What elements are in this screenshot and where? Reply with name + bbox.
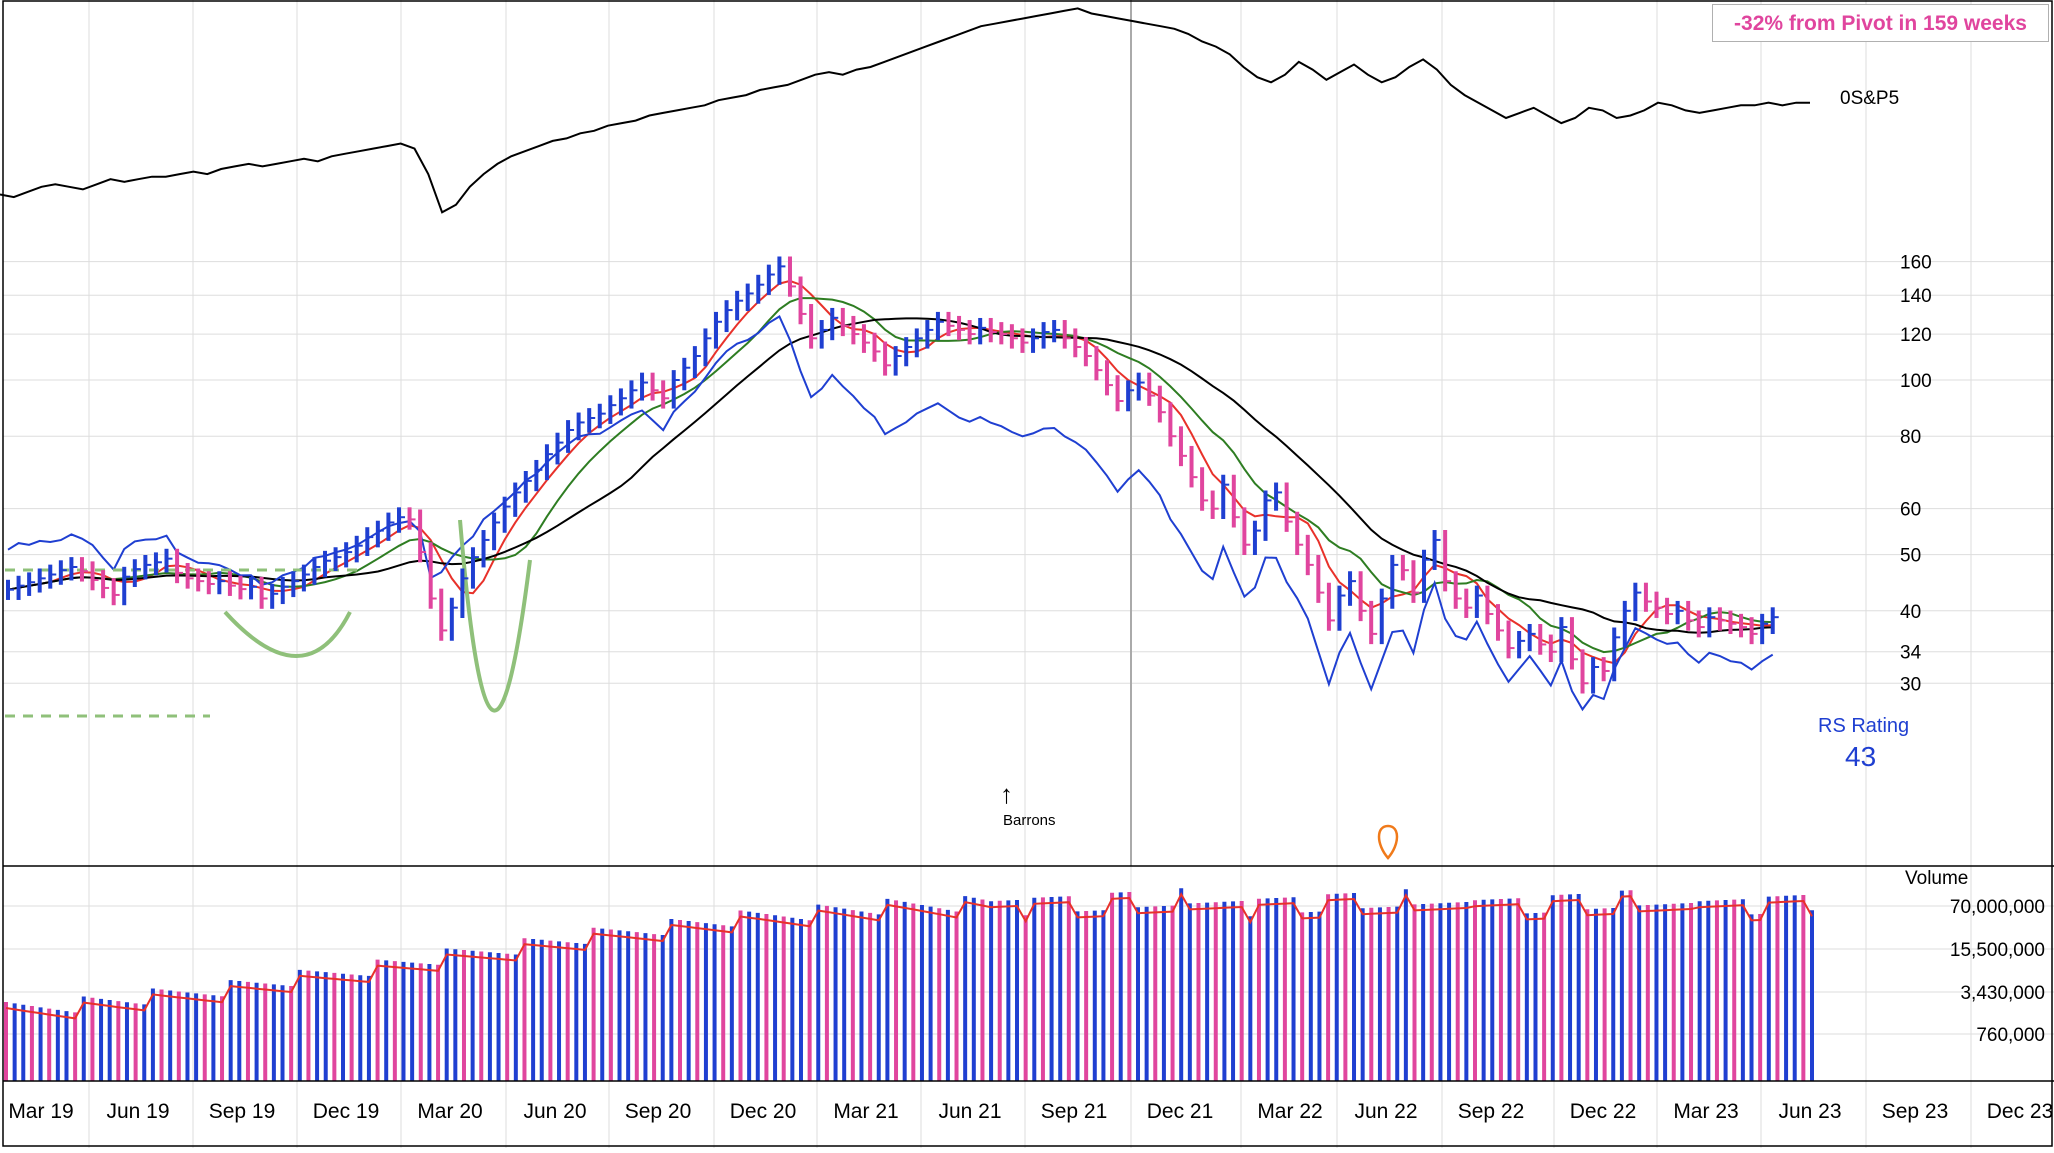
date-tick-label: Sep 20 [625, 1100, 692, 1123]
date-tick-label: Jun 23 [1778, 1100, 1841, 1123]
date-tick-label: Mar 20 [417, 1100, 482, 1123]
index-label: 0S&P5 [1840, 88, 1899, 109]
price-tick-label: 80 [1900, 427, 1921, 448]
price-tick-label: 50 [1900, 546, 1921, 567]
date-tick-label: Dec 23 [1987, 1100, 2054, 1123]
volume-tick-label: 15,500,000 [1950, 940, 2045, 961]
date-tick-label: Mar 19 [8, 1100, 73, 1123]
pivot-annotation: -32% from Pivot in 159 weeks [1712, 4, 2049, 42]
barrons-arrow-icon: ↑ [1000, 779, 1013, 809]
date-tick-label: Sep 21 [1041, 1100, 1108, 1123]
price-tick-label: 40 [1900, 602, 1921, 623]
date-tick-label: Dec 21 [1147, 1100, 1214, 1123]
date-tick-label: Jun 19 [106, 1100, 169, 1123]
rs-value: 43 [1845, 741, 1876, 772]
volume-bars [4, 888, 1814, 1081]
cup-base-pattern [223, 610, 352, 658]
price-tick-label: 30 [1900, 674, 1921, 695]
date-tick-label: Dec 19 [313, 1100, 380, 1123]
volume-moving-average [5, 892, 1813, 1020]
date-tick-label: Sep 22 [1458, 1100, 1525, 1123]
price-tick-label: 160 [1900, 253, 1932, 274]
volume-tick-label: 3,430,000 [1960, 983, 2045, 1004]
price-tick-label: 34 [1900, 643, 1922, 664]
date-tick-label: Mar 22 [1257, 1100, 1322, 1123]
price-tick-label: 100 [1900, 371, 1932, 392]
volume-tick-label: 760,000 [1976, 1025, 2045, 1046]
price-tick-label: 60 [1900, 500, 1921, 521]
sp500-line [0, 7, 1810, 214]
date-tick-label: Mar 21 [833, 1100, 898, 1123]
date-tick-label: Dec 20 [730, 1100, 797, 1123]
date-tick-label: Jun 20 [523, 1100, 586, 1123]
date-tick-label: Dec 22 [1570, 1100, 1637, 1123]
barrons-label: Barrons [1003, 812, 1056, 829]
rs-label: RS Rating [1818, 715, 1909, 737]
sp500-polyline [0, 7, 1810, 214]
pivot-marker-icon [1377, 824, 1399, 860]
price-tick-label: 120 [1900, 325, 1932, 346]
date-tick-label: Mar 23 [1673, 1100, 1738, 1123]
price-bars [6, 256, 1779, 694]
date-tick-label: Jun 21 [938, 1100, 1001, 1123]
date-tick-label: Jun 22 [1354, 1100, 1417, 1123]
volume-axis-label: Volume [1905, 868, 1968, 889]
date-tick-label: Sep 23 [1882, 1100, 1949, 1123]
chart-labels: 0S&P5 RS Rating 43 Barrons ↑ Volume [1000, 88, 1968, 889]
base-pattern-dip [458, 519, 532, 713]
base-patterns [5, 519, 1399, 860]
date-tick-label: Sep 19 [209, 1100, 276, 1123]
volume-tick-label: 70,000,000 [1950, 897, 2045, 918]
price-tick-label: 140 [1900, 286, 1932, 307]
